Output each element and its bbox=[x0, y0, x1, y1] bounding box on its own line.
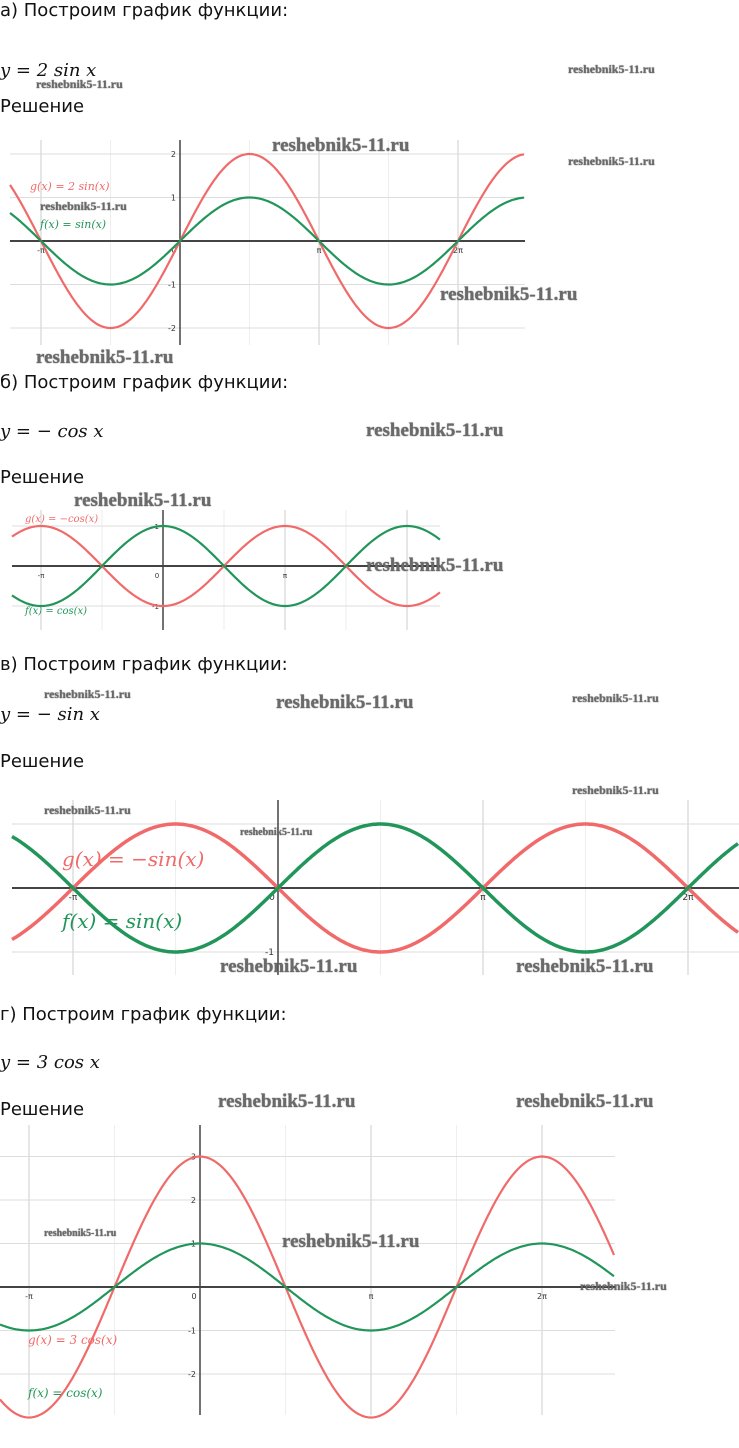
curve-f bbox=[0, 1242, 615, 1332]
heading-d: г) Построим график функции: bbox=[0, 1004, 287, 1025]
watermark: reshebnik5-11.ru bbox=[36, 347, 174, 368]
function-label: f(x) = sin(x) bbox=[39, 218, 106, 231]
formula-d: y = 3 cos x bbox=[0, 1052, 100, 1073]
formula-c: y = − sin x bbox=[0, 704, 100, 725]
y-tick-label: 2 bbox=[191, 1196, 196, 1205]
watermark: reshebnik5-11.ru bbox=[36, 77, 123, 91]
solution-b: Решение bbox=[0, 467, 85, 488]
heading-b: б) Построим график функции: bbox=[0, 372, 289, 393]
watermark: reshebnik5-11.ru bbox=[44, 1228, 117, 1239]
curve-g bbox=[11, 524, 441, 608]
watermark: reshebnik5-11.ru bbox=[440, 284, 578, 305]
solution-d: Решение bbox=[0, 1099, 85, 1120]
watermark: reshebnik5-11.ru bbox=[568, 154, 655, 168]
function-label: g(x) = −sin(x) bbox=[62, 847, 204, 871]
y-tick-label: 2 bbox=[171, 150, 176, 159]
x-tick-label: 0 bbox=[269, 893, 275, 903]
watermark: reshebnik5-11.ru bbox=[572, 783, 659, 797]
function-label: g(x) = 2 sin(x) bbox=[30, 180, 110, 193]
x-tick-label: π bbox=[283, 572, 288, 580]
watermark: reshebnik5-11.ru bbox=[220, 956, 358, 977]
formula-a: y = 2 sin x bbox=[0, 60, 97, 81]
y-tick-label: -1 bbox=[152, 603, 159, 611]
x-tick-label: π bbox=[317, 246, 322, 255]
watermark: reshebnik5-11.ru bbox=[44, 687, 131, 701]
curve-f bbox=[9, 196, 525, 286]
solution-a: Решение bbox=[0, 96, 85, 117]
x-tick-label: 2π bbox=[453, 246, 463, 255]
x-tick-label: -π bbox=[25, 1292, 33, 1301]
watermark: reshebnik5-11.ru bbox=[74, 490, 212, 511]
watermark: reshebnik5-11.ru bbox=[240, 827, 313, 838]
curve-g bbox=[11, 822, 739, 954]
function-label: f(x) = sin(x) bbox=[60, 909, 182, 933]
x-tick-label: 2π bbox=[537, 1292, 547, 1301]
function-label: f(x) = cos(x) bbox=[24, 606, 87, 617]
watermark: reshebnik5-11.ru bbox=[572, 691, 659, 705]
x-tick-label: π bbox=[480, 893, 486, 903]
x-tick-label: π bbox=[369, 1292, 374, 1301]
solution-c: Решение bbox=[0, 751, 85, 772]
watermark: reshebnik5-11.ru bbox=[516, 956, 654, 977]
x-tick-label: -π bbox=[69, 893, 78, 903]
watermark: reshebnik5-11.ru bbox=[218, 1091, 356, 1112]
formula-b: y = − cos x bbox=[0, 421, 104, 442]
x-tick-label: 2π bbox=[682, 893, 694, 903]
watermark: reshebnik5-11.ru bbox=[272, 135, 410, 156]
y-tick-label: -2 bbox=[188, 1370, 196, 1379]
x-tick-label: -π bbox=[37, 246, 45, 255]
x-tick-label: 0 bbox=[155, 572, 159, 580]
watermark: reshebnik5-11.ru bbox=[276, 692, 414, 713]
watermark: reshebnik5-11.ru bbox=[366, 420, 504, 441]
watermark: reshebnik5-11.ru bbox=[44, 803, 131, 817]
curve-g bbox=[0, 1155, 616, 1419]
watermark: reshebnik5-11.ru bbox=[366, 555, 504, 576]
watermark: reshebnik5-11.ru bbox=[282, 1231, 420, 1252]
heading-c: в) Построим график функции: bbox=[0, 654, 288, 675]
function-label: g(x) = −cos(x) bbox=[25, 514, 98, 525]
x-tick-label: 0 bbox=[191, 1292, 196, 1301]
watermark: reshebnik5-11.ru bbox=[40, 199, 127, 213]
function-label: g(x) = 3 cos(x) bbox=[28, 1333, 117, 1347]
y-tick-label: -1 bbox=[168, 281, 176, 290]
function-label: f(x) = cos(x) bbox=[27, 1386, 103, 1400]
watermark: reshebnik5-11.ru bbox=[580, 1279, 667, 1293]
y-tick-label: -1 bbox=[265, 948, 274, 958]
curve-g bbox=[9, 152, 525, 330]
curve-f bbox=[11, 822, 739, 954]
y-tick-label: -2 bbox=[168, 324, 176, 333]
heading-a: а) Построим график функции: bbox=[0, 0, 289, 21]
y-tick-label: 1 bbox=[171, 194, 176, 203]
watermark: reshebnik5-11.ru bbox=[568, 62, 655, 76]
watermark: reshebnik5-11.ru bbox=[516, 1091, 654, 1112]
y-tick-label: -1 bbox=[188, 1327, 196, 1336]
x-tick-label: -π bbox=[38, 572, 46, 580]
curve-f bbox=[11, 524, 441, 608]
